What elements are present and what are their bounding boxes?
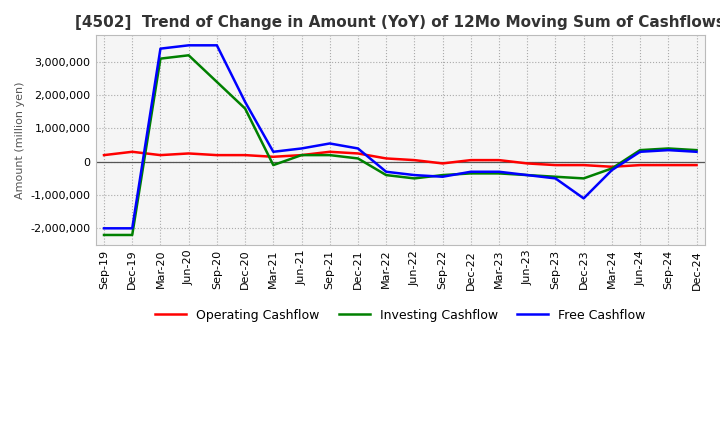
Operating Cashflow xyxy=(410,158,419,163)
Free Cashflow xyxy=(410,172,419,178)
Free Cashflow xyxy=(99,226,108,231)
Free Cashflow xyxy=(325,141,334,146)
Free Cashflow xyxy=(156,46,165,51)
Free Cashflow xyxy=(551,176,559,181)
Investing Cashflow xyxy=(467,171,475,176)
Line: Free Cashflow: Free Cashflow xyxy=(104,45,696,228)
Line: Operating Cashflow: Operating Cashflow xyxy=(104,152,696,167)
Operating Cashflow xyxy=(467,158,475,163)
Operating Cashflow xyxy=(240,153,249,158)
Investing Cashflow xyxy=(523,172,531,178)
Free Cashflow xyxy=(636,149,644,154)
Investing Cashflow xyxy=(269,162,278,168)
Operating Cashflow xyxy=(692,162,701,168)
Investing Cashflow xyxy=(438,172,447,178)
Operating Cashflow xyxy=(212,153,221,158)
Investing Cashflow xyxy=(156,56,165,61)
Investing Cashflow xyxy=(240,106,249,111)
Investing Cashflow xyxy=(128,232,137,238)
Free Cashflow xyxy=(240,99,249,105)
Free Cashflow xyxy=(354,146,362,151)
Investing Cashflow xyxy=(99,232,108,238)
Operating Cashflow xyxy=(382,156,390,161)
Free Cashflow xyxy=(382,169,390,174)
Investing Cashflow xyxy=(382,172,390,178)
Investing Cashflow xyxy=(580,176,588,181)
Investing Cashflow xyxy=(410,176,419,181)
Investing Cashflow xyxy=(297,153,306,158)
Operating Cashflow xyxy=(580,162,588,168)
Free Cashflow xyxy=(297,146,306,151)
Investing Cashflow xyxy=(692,147,701,153)
Operating Cashflow xyxy=(99,153,108,158)
Operating Cashflow xyxy=(664,162,672,168)
Operating Cashflow xyxy=(523,161,531,166)
Operating Cashflow xyxy=(128,149,137,154)
Free Cashflow xyxy=(128,226,137,231)
Free Cashflow xyxy=(184,43,193,48)
Investing Cashflow xyxy=(212,79,221,84)
Operating Cashflow xyxy=(495,158,503,163)
Title: [4502]  Trend of Change in Amount (YoY) of 12Mo Moving Sum of Cashflows: [4502] Trend of Change in Amount (YoY) o… xyxy=(76,15,720,30)
Free Cashflow xyxy=(664,147,672,153)
Operating Cashflow xyxy=(608,164,616,169)
Operating Cashflow xyxy=(438,161,447,166)
Operating Cashflow xyxy=(551,162,559,168)
Investing Cashflow xyxy=(664,146,672,151)
Operating Cashflow xyxy=(297,153,306,158)
Line: Investing Cashflow: Investing Cashflow xyxy=(104,55,696,235)
Operating Cashflow xyxy=(184,151,193,156)
Operating Cashflow xyxy=(636,162,644,168)
Free Cashflow xyxy=(269,149,278,154)
Investing Cashflow xyxy=(636,147,644,153)
Free Cashflow xyxy=(438,174,447,180)
Free Cashflow xyxy=(580,196,588,201)
Free Cashflow xyxy=(212,43,221,48)
Legend: Operating Cashflow, Investing Cashflow, Free Cashflow: Operating Cashflow, Investing Cashflow, … xyxy=(150,304,650,327)
Free Cashflow xyxy=(467,169,475,174)
Y-axis label: Amount (million yen): Amount (million yen) xyxy=(15,81,25,199)
Investing Cashflow xyxy=(184,53,193,58)
Free Cashflow xyxy=(608,168,616,173)
Operating Cashflow xyxy=(269,154,278,159)
Investing Cashflow xyxy=(354,156,362,161)
Operating Cashflow xyxy=(156,153,165,158)
Operating Cashflow xyxy=(325,149,334,154)
Investing Cashflow xyxy=(608,166,616,171)
Investing Cashflow xyxy=(495,171,503,176)
Free Cashflow xyxy=(495,169,503,174)
Operating Cashflow xyxy=(354,151,362,156)
Free Cashflow xyxy=(523,172,531,178)
Investing Cashflow xyxy=(325,153,334,158)
Investing Cashflow xyxy=(551,174,559,180)
Free Cashflow xyxy=(692,149,701,154)
